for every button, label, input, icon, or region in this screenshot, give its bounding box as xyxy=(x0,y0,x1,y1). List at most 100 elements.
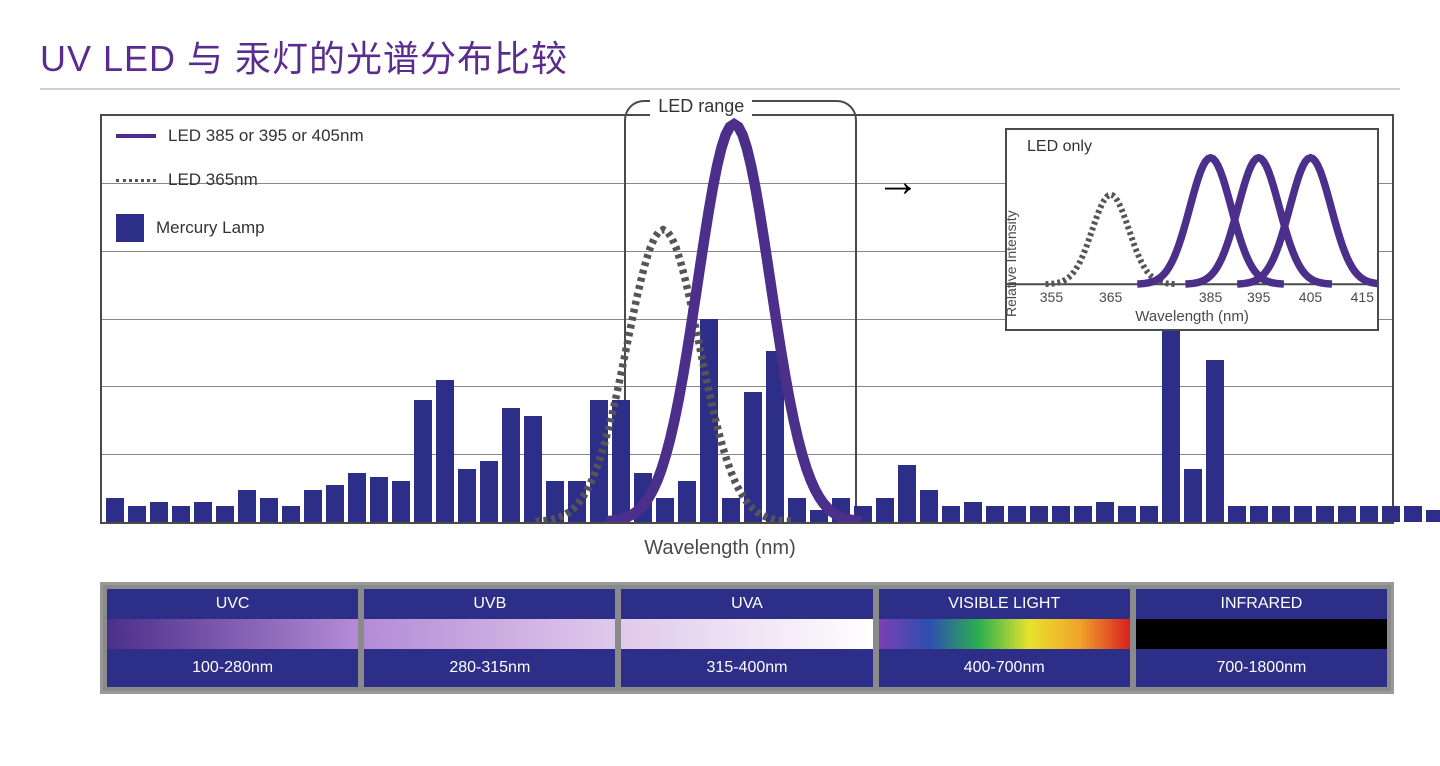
mercury-bar xyxy=(1404,506,1422,522)
arrow-icon: → xyxy=(876,157,920,207)
mercury-bar xyxy=(634,473,652,522)
mercury-bar xyxy=(810,510,828,522)
spectrum-range: 280-315nm xyxy=(364,649,615,687)
mercury-bar xyxy=(1030,506,1048,522)
mercury-bar xyxy=(1118,506,1136,522)
mercury-bar xyxy=(106,498,124,522)
mercury-bar xyxy=(172,506,190,522)
spectrum-column: UVA 315-400nm xyxy=(621,589,872,687)
spectrum-range: 400-700nm xyxy=(879,649,1130,687)
mercury-bar xyxy=(766,351,784,522)
mercury-bar xyxy=(1206,360,1224,522)
mercury-bar xyxy=(898,465,916,522)
mercury-bar xyxy=(832,498,850,522)
spectrum-column: UVC 100-280nm xyxy=(107,589,358,687)
inset-tick: 395 xyxy=(1247,289,1270,305)
legend: LED 385 or 395 or 405nm LED 365nm Mercur… xyxy=(116,126,364,266)
legend-dotted-line-icon xyxy=(116,179,156,182)
inset-title: LED only xyxy=(1027,138,1092,156)
mercury-bar xyxy=(942,506,960,522)
mercury-bar xyxy=(1250,506,1268,522)
mercury-bar xyxy=(1316,506,1334,522)
spectrum-name: UVB xyxy=(364,589,615,619)
x-axis-label: Wavelength (nm) xyxy=(40,537,1400,560)
mercury-bar xyxy=(854,506,872,522)
plot-area: LED range LED 385 or 395 or 405nm LED 36… xyxy=(100,114,1394,524)
spectrum-range: 700-1800nm xyxy=(1136,649,1387,687)
spectrum-band-table: UVC 100-280nmUVB 280-315nmUVA 315-400nmVISI… xyxy=(100,582,1394,694)
mercury-bar xyxy=(1184,469,1202,522)
mercury-bar xyxy=(194,502,212,522)
mercury-bar xyxy=(260,498,278,522)
mercury-bar xyxy=(656,498,674,522)
mercury-bar xyxy=(546,481,564,522)
mercury-bar xyxy=(480,461,498,522)
led-range-label: LED range xyxy=(650,96,752,117)
mercury-bar xyxy=(524,416,542,522)
inset-tick: 415 xyxy=(1351,289,1374,305)
spectrum-name: INFRARED xyxy=(1136,589,1387,619)
mercury-bar xyxy=(1294,506,1312,522)
legend-solid-text: LED 385 or 395 or 405nm xyxy=(168,126,364,146)
mercury-bar xyxy=(436,380,454,522)
mercury-bar xyxy=(502,408,520,522)
mercury-bar xyxy=(590,400,608,522)
mercury-bar xyxy=(722,498,740,522)
legend-solid: LED 385 or 395 or 405nm xyxy=(116,126,364,146)
mercury-bar xyxy=(1338,506,1356,522)
inset-tick: 385 xyxy=(1199,289,1222,305)
inset-chart: LED only Relative Intensity 355 365 385 395… xyxy=(1005,128,1379,331)
mercury-bar xyxy=(1052,506,1070,522)
mercury-bar xyxy=(986,506,1004,522)
mercury-bar xyxy=(326,485,344,522)
spectrum-range: 315-400nm xyxy=(621,649,872,687)
mercury-bar xyxy=(216,506,234,522)
inset-tick: 355 xyxy=(1040,289,1063,305)
spectrum-column: UVB 280-315nm xyxy=(364,589,615,687)
mercury-bar xyxy=(612,400,630,522)
spectrum-gradient xyxy=(1136,619,1387,649)
spectrum-gradient xyxy=(621,619,872,649)
mercury-bar xyxy=(1382,506,1400,522)
spectrum-gradient xyxy=(107,619,358,649)
mercury-bar xyxy=(1360,506,1378,522)
legend-dotted: LED 365nm xyxy=(116,170,364,190)
inset-y-label: Relative Intensity xyxy=(1003,211,1019,318)
mercury-bar xyxy=(700,319,718,522)
mercury-bar xyxy=(964,502,982,522)
mercury-bar xyxy=(1096,502,1114,522)
spectrum-column: INFRARED 700-1800nm xyxy=(1136,589,1387,687)
mercury-bar xyxy=(1162,327,1180,522)
spectrum-name: UVA xyxy=(621,589,872,619)
mercury-bar xyxy=(1074,506,1092,522)
mercury-bar xyxy=(1272,506,1290,522)
mercury-bar xyxy=(920,490,938,522)
mercury-bar xyxy=(304,490,322,522)
spectrum-name: VISIBLE LIGHT xyxy=(879,589,1130,619)
inset-tick: 365 xyxy=(1099,289,1122,305)
mercury-bar xyxy=(282,506,300,522)
legend-box: Mercury Lamp xyxy=(116,214,364,242)
spectrum-name: UVC xyxy=(107,589,358,619)
spectrum-range: 100-280nm xyxy=(107,649,358,687)
mercury-bar xyxy=(348,473,366,522)
legend-box-icon xyxy=(116,214,144,242)
spectrum-gradient xyxy=(879,619,1130,649)
mercury-bar xyxy=(678,481,696,522)
page-title: UV LED 与 汞灯的光谱分布比较 xyxy=(40,30,1400,82)
mercury-bar xyxy=(238,490,256,522)
inset-x-label: Wavelength (nm) xyxy=(1007,308,1377,325)
mercury-bar xyxy=(392,481,410,522)
mercury-bar xyxy=(568,481,586,522)
mercury-bar xyxy=(876,498,894,522)
legend-solid-line-icon xyxy=(116,134,156,138)
mercury-bar xyxy=(128,506,146,522)
spectrum-column: VISIBLE LIGHT 400-700nm xyxy=(879,589,1130,687)
legend-dotted-text: LED 365nm xyxy=(168,170,258,190)
mercury-bar xyxy=(788,498,806,522)
spectrum-gradient xyxy=(364,619,615,649)
mercury-bar xyxy=(744,392,762,522)
mercury-bar xyxy=(1140,506,1158,522)
main-chart: Relative Intensity LED range LED 385 or … xyxy=(40,114,1400,554)
mercury-bar xyxy=(150,502,168,522)
